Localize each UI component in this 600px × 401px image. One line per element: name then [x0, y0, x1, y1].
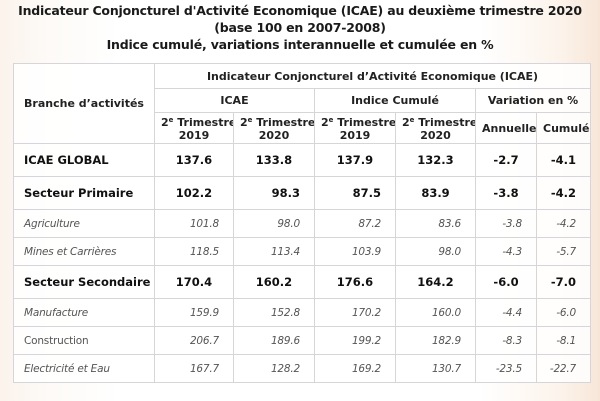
row-label: Secteur Secondaire	[13, 265, 155, 299]
cell-cumulee: -4.1	[535, 143, 592, 177]
row-label: Secteur Primaire	[13, 176, 155, 210]
cell-icae-2019: 170.4	[154, 265, 234, 299]
cell-annuelle: -8.3	[475, 326, 537, 355]
row-label: Mines et Carrières	[13, 237, 155, 266]
row-label: Electricité et Eau	[13, 354, 155, 383]
title-line-1: Indicateur Conjoncturel d'Activité Econo…	[18, 3, 582, 18]
cell-cum-2020: 160.0	[395, 298, 476, 327]
cell-cum-2019: 87.2	[314, 209, 396, 238]
header-icae-2020: 2e Trimestre 2020	[233, 112, 315, 144]
cell-annuelle: -3.8	[475, 209, 537, 238]
cell-cumulee: -4.2	[535, 209, 592, 238]
cell-icae-2020: 152.8	[233, 298, 315, 327]
cell-icae-2019: 206.7	[154, 326, 234, 355]
cell-annuelle: -4.3	[475, 237, 537, 266]
title-line-3: Indice cumulé, variations interannuelle …	[106, 37, 494, 52]
header-cum-2019: 2e Trimestre 2019	[314, 112, 396, 144]
cell-cumulee: -6.0	[535, 298, 592, 327]
cell-annuelle: -6.0	[475, 265, 537, 299]
cell-icae-2020: 128.2	[233, 354, 315, 383]
table-row: Manufacture 159.9 152.8 170.2 160.0 -4.4…	[13, 298, 592, 327]
cell-icae-2020: 189.6	[233, 326, 315, 355]
cell-cum-2020: 83.6	[395, 209, 476, 238]
cell-icae-2019: 102.2	[154, 176, 234, 210]
table-row: Secteur Primaire 102.2 98.3 87.5 83.9 -3…	[13, 176, 592, 210]
cell-annuelle: -4.4	[475, 298, 537, 327]
cell-cum-2019: 137.9	[314, 143, 396, 177]
cell-icae-2020: 98.3	[233, 176, 315, 210]
row-label: Manufacture	[13, 298, 155, 327]
cell-icae-2020: 98.0	[233, 209, 315, 238]
cell-annuelle: -2.7	[475, 143, 537, 177]
row-label: Agriculture	[13, 209, 155, 238]
cell-cum-2020: 132.3	[395, 143, 476, 177]
table-row: ICAE GLOBAL 137.6 133.8 137.9 132.3 -2.7…	[13, 143, 592, 177]
title-line-2: (base 100 en 2007-2008)	[214, 20, 386, 35]
header-cumulee: Cumulée	[535, 112, 592, 144]
table-row: Secteur Secondaire 170.4 160.2 176.6 164…	[13, 265, 592, 299]
header-icae-2019: 2e Trimestre 2019	[154, 112, 234, 144]
cell-cum-2019: 170.2	[314, 298, 396, 327]
cell-icae-2019: 118.5	[154, 237, 234, 266]
cell-cumulee: -4.2	[535, 176, 592, 210]
cell-cum-2019: 87.5	[314, 176, 396, 210]
cell-icae-2020: 133.8	[233, 143, 315, 177]
header-icae: ICAE	[154, 88, 315, 113]
table-row: Construction 206.7 189.6 199.2 182.9 -8.…	[13, 326, 592, 355]
document-title: Indicateur Conjoncturel d'Activité Econo…	[0, 2, 600, 53]
cell-icae-2020: 113.4	[233, 237, 315, 266]
cell-cum-2020: 98.0	[395, 237, 476, 266]
cell-icae-2020: 160.2	[233, 265, 315, 299]
cell-icae-2019: 137.6	[154, 143, 234, 177]
table-row: Mines et Carrières 118.5 113.4 103.9 98.…	[13, 237, 592, 266]
header-group: Indicateur Conjoncturel d’Activité Econo…	[153, 63, 592, 89]
header-indice-cumule: Indice Cumulé	[314, 88, 476, 113]
header-branch: Branche d’activités	[13, 63, 155, 144]
header-variation: Variation en %	[474, 88, 592, 113]
header-annuelle: Annuelle	[475, 112, 537, 144]
cell-icae-2019: 167.7	[154, 354, 234, 383]
table-row: Agriculture 101.8 98.0 87.2 83.6 -3.8 -4…	[13, 209, 592, 238]
cell-annuelle: -3.8	[475, 176, 537, 210]
cell-cum-2020: 130.7	[395, 354, 476, 383]
cell-icae-2019: 159.9	[154, 298, 234, 327]
cell-cum-2019: 199.2	[314, 326, 396, 355]
cell-cum-2019: 176.6	[314, 265, 396, 299]
row-label: Construction	[13, 326, 155, 355]
cell-cumulee: -8.1	[535, 326, 592, 355]
cell-cumulee: -7.0	[535, 265, 592, 299]
header-cum-2020: 2e Trimestre 2020	[395, 112, 476, 144]
cell-cumulee: -22.7	[535, 354, 592, 383]
cell-cum-2019: 103.9	[314, 237, 396, 266]
cell-cum-2020: 83.9	[395, 176, 476, 210]
cell-annuelle: -23.5	[475, 354, 537, 383]
table-row: Electricité et Eau 167.7 128.2 169.2 130…	[13, 354, 592, 383]
row-label: ICAE GLOBAL	[13, 143, 155, 177]
cell-cum-2019: 169.2	[314, 354, 396, 383]
cell-cum-2020: 164.2	[395, 265, 476, 299]
cell-cumulee: -5.7	[535, 237, 592, 266]
icae-table: Branche d’activités Indicateur Conjonctu…	[13, 63, 592, 383]
cell-icae-2019: 101.8	[154, 209, 234, 238]
cell-cum-2020: 182.9	[395, 326, 476, 355]
